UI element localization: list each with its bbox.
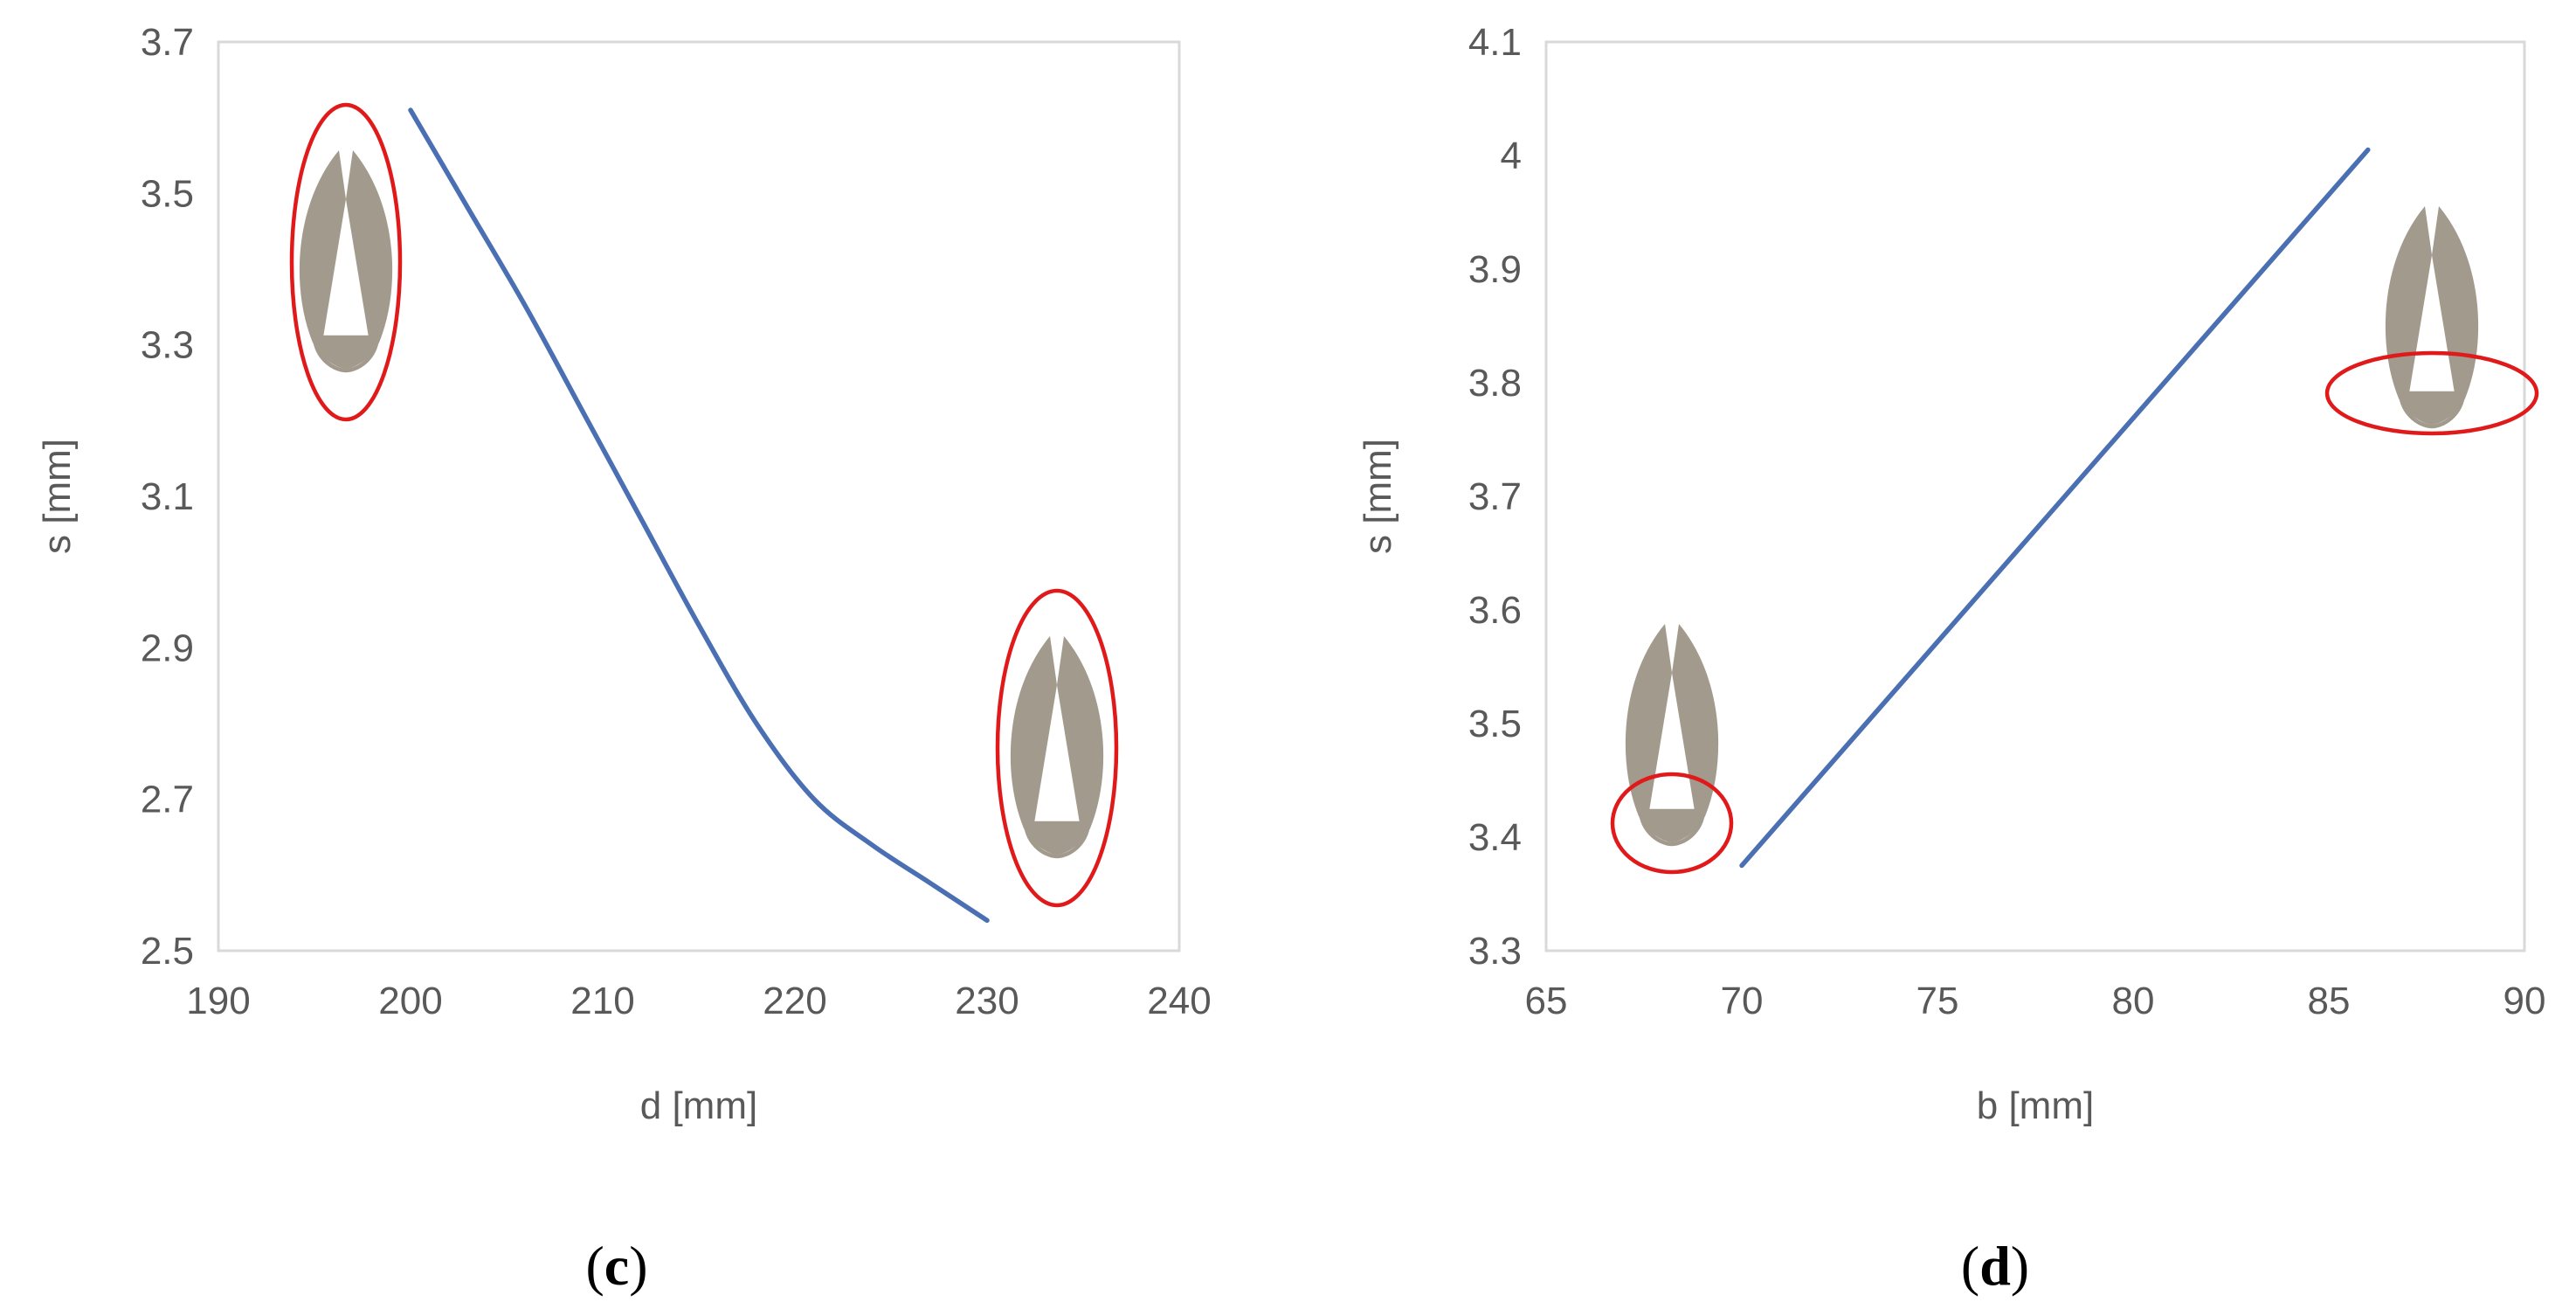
y-tick-label: 3.5 — [1468, 703, 1522, 745]
cross-section-cut — [2409, 255, 2455, 393]
x-tick-label: 230 — [955, 980, 1019, 1022]
cross-section-base — [312, 335, 380, 373]
x-tick-label: 190 — [186, 980, 250, 1022]
panel-letter-c: c — [604, 1235, 629, 1297]
x-tick-labels-d: 65 70 75 80 85 90 — [1525, 980, 2546, 1022]
y-tick-label: 2.5 — [141, 930, 194, 973]
x-tick-label: 210 — [570, 980, 634, 1022]
y-tick-label: 3.6 — [1468, 589, 1522, 632]
chart-panel-c: 2.5 2.7 2.9 3.1 3.3 3.5 3.7 190 200 210 220 230 240… — [36, 21, 1212, 1297]
y-axis-title-c: s [mm] — [36, 439, 79, 554]
y-tick-labels-c: 2.5 2.7 2.9 3.1 3.3 3.5 3.7 — [141, 21, 194, 973]
x-tick-label: 70 — [1721, 980, 1764, 1022]
y-tick-label: 3.7 — [1468, 475, 1522, 518]
cross-section-base — [1023, 821, 1091, 859]
x-tick-label: 90 — [2503, 980, 2546, 1022]
cross-section-base — [1638, 808, 1706, 847]
x-tick-label: 75 — [1916, 980, 1959, 1022]
y-tick-label: 3.4 — [1468, 816, 1522, 859]
y-tick-label: 2.9 — [141, 627, 194, 669]
y-tick-label: 4.1 — [1468, 21, 1522, 64]
x-tick-label: 80 — [2112, 980, 2155, 1022]
x-tick-labels-c: 190 200 210 220 230 240 — [186, 980, 1211, 1022]
cross-section-icon — [1610, 624, 1734, 875]
highlight-ring — [289, 102, 403, 422]
y-tick-labels-d: 3.3 3.4 3.5 3.6 3.7 3.8 3.9 4 4.1 — [1468, 21, 1522, 973]
x-tick-label: 65 — [1525, 980, 1568, 1022]
y-tick-label: 4 — [1501, 135, 1522, 177]
x-axis-title-d: b [mm] — [1977, 1084, 2094, 1127]
x-axis-title-c: d [mm] — [640, 1084, 757, 1127]
y-axis-title-d: s [mm] — [1357, 439, 1399, 554]
plot-frame-d — [1544, 40, 2526, 952]
panel-label-c: (c) — [585, 1235, 647, 1297]
plot-frame-c — [217, 40, 1181, 952]
series-line-c — [408, 107, 990, 924]
highlight-ring — [1610, 772, 1734, 875]
panel-letter-d: d — [1979, 1235, 2011, 1297]
chart-panel-d: 3.3 3.4 3.5 3.6 3.7 3.8 3.9 4 4.1 65 70 75 80 85 90 s… — [1357, 21, 2545, 1297]
cross-section-icon — [289, 102, 403, 422]
y-tick-label: 3.7 — [141, 21, 194, 64]
x-tick-label: 200 — [378, 980, 442, 1022]
y-tick-label: 3.3 — [1468, 930, 1522, 973]
x-tick-label: 85 — [2308, 980, 2351, 1022]
panel-label-d: (d) — [1961, 1235, 2029, 1297]
x-tick-label: 240 — [1147, 980, 1211, 1022]
cross-section-base — [2398, 391, 2466, 429]
y-tick-label: 3.1 — [141, 475, 194, 518]
cross-section-cut — [1034, 685, 1080, 823]
x-tick-label: 220 — [763, 980, 826, 1022]
y-tick-label: 3.8 — [1468, 362, 1522, 405]
y-tick-label: 3.3 — [141, 324, 194, 367]
cross-section-icon — [2324, 206, 2539, 436]
y-tick-label: 3.5 — [141, 172, 194, 215]
highlight-ring — [2324, 350, 2539, 436]
cross-section-cut — [323, 199, 369, 337]
highlight-ring — [995, 588, 1119, 908]
series-line-d — [1739, 147, 2371, 869]
y-tick-label: 2.7 — [141, 779, 194, 821]
cross-section-icon — [995, 588, 1119, 908]
y-tick-label: 3.9 — [1468, 248, 1522, 291]
